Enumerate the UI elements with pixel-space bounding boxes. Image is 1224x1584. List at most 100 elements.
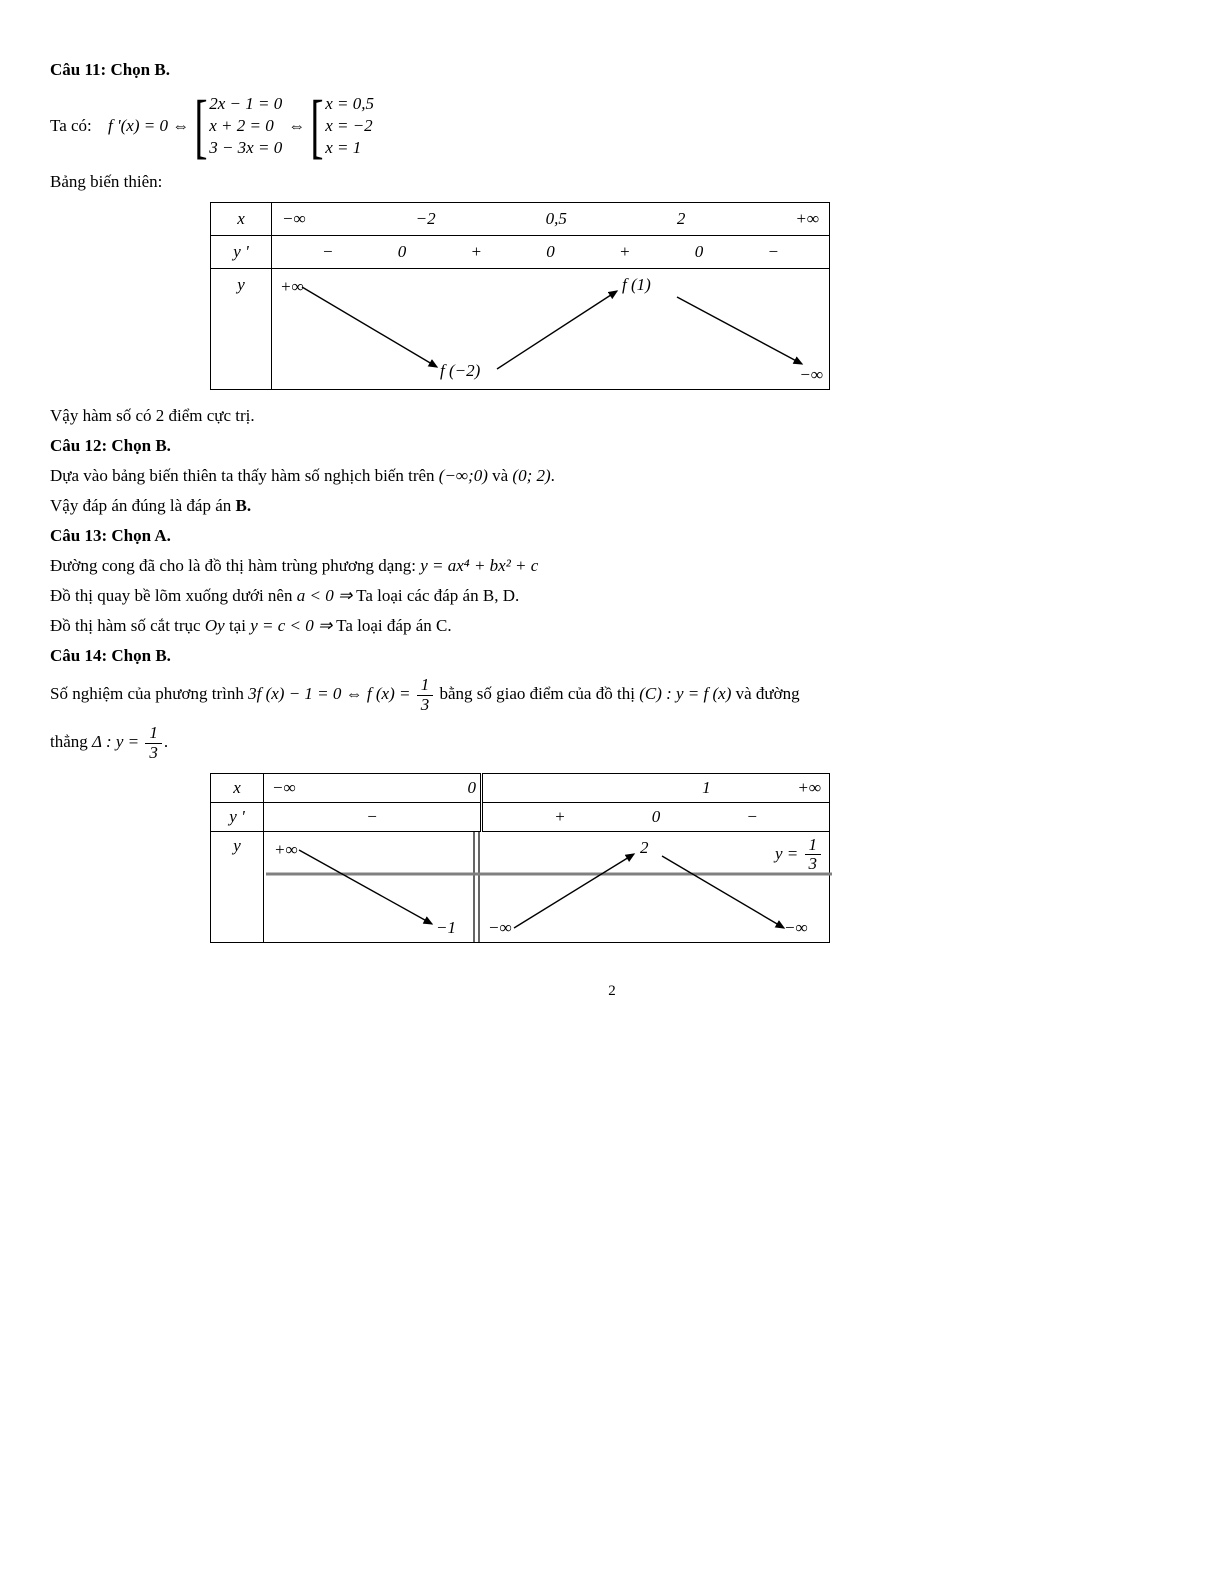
vt2-yeq-lbl: y = xyxy=(775,844,803,863)
vt2-ylabel: y xyxy=(211,831,264,942)
vt1-x3: 2 xyxy=(677,209,686,229)
q12-line1: Dựa vào bảng biến thiên ta thấy hàm số n… xyxy=(50,466,1174,486)
q14-l1d: (C) : y = f (x) xyxy=(639,684,731,703)
q12-line2: Vậy đáp án đúng là đáp án B. xyxy=(50,496,1174,516)
vt2-yp2: 0 xyxy=(652,807,661,827)
vt1-yfm2: f (−2) xyxy=(440,361,480,381)
q13-l1a: Đường cong đã cho là đồ thị hàm trùng ph… xyxy=(50,556,420,575)
vt1-xlabel: x xyxy=(211,203,272,236)
vt2-yp1: + xyxy=(554,807,565,827)
sys2-b: x = −2 xyxy=(325,116,374,136)
q11-equation: Ta có: f '(x) = 0 ⇔ [ 2x − 1 = 0 x + 2 =… xyxy=(50,90,1174,162)
q13-line2: Đồ thị quay bề lõm xuống dưới nên a < 0 … xyxy=(50,586,1174,606)
vt2-y2: 2 xyxy=(640,838,649,858)
q13-l1b: y = ax⁴ + bx² + c xyxy=(420,556,538,575)
q13-l2b: a < 0 ⇒ xyxy=(297,586,352,605)
vt1-x4: +∞ xyxy=(795,209,819,229)
vt1-ylabel: y xyxy=(211,269,272,390)
vt2-x2: 1 xyxy=(702,778,711,798)
q11-concl: Vậy hàm số có 2 điểm cực trị. xyxy=(50,406,1174,426)
vt2-yminf2: −∞ xyxy=(784,918,808,938)
vt1-yp2: + xyxy=(470,242,481,262)
q14-l1a: Số nghiệm của phương trình xyxy=(50,684,248,703)
q11-iff: ⇔ xyxy=(288,116,305,136)
vt2-x0: −∞ xyxy=(272,778,296,798)
q13-l3d: y = c < 0 ⇒ xyxy=(250,616,332,635)
sys2-c: x = 1 xyxy=(325,138,374,158)
vt1-ytl: +∞ xyxy=(280,277,304,297)
q13-heading: Câu 13: Chọn A. xyxy=(50,526,1174,546)
vt1-x0: −∞ xyxy=(282,209,306,229)
vt2-ypcell2: + 0 − xyxy=(482,802,830,831)
vt2-x3: +∞ xyxy=(797,778,821,798)
q13-l3e: Ta loại đáp án C. xyxy=(332,616,451,635)
sys1-c: 3 − 3x = 0 xyxy=(209,138,282,158)
q12-l1e: . xyxy=(551,466,555,485)
q12-l1b: (−∞;0) xyxy=(439,466,488,485)
sys1-a: 2x − 1 = 0 xyxy=(209,94,282,114)
q11-heading: Câu 11: Chọn B. xyxy=(50,60,1174,80)
q12-l2a: Vậy đáp án đúng là đáp án xyxy=(50,496,236,515)
vt2-ypcell1: − xyxy=(264,802,482,831)
q13-l3b: Oy xyxy=(205,616,225,635)
vt1-x2: 0,5 xyxy=(546,209,567,229)
q13-l2a: Đồ thị quay bề lõm xuống dưới nên xyxy=(50,586,297,605)
q14-frac2: 13 xyxy=(145,724,162,762)
vt1-yp6: − xyxy=(767,242,778,262)
q11-sys1: 2x − 1 = 0 x + 2 = 0 3 − 3x = 0 xyxy=(209,94,282,158)
vt2-yplabel: y ' xyxy=(211,802,264,831)
variation-table-2: x −∞ 0 . 1 +∞ y ' − + 0 − xyxy=(210,773,830,943)
q14-line2: thẳng Δ : y = 13. xyxy=(50,724,1174,762)
q11-caption: Bảng biến thiên: xyxy=(50,172,1174,192)
vt2-yminf1: −∞ xyxy=(488,918,512,938)
q14-line1: Số nghiệm của phương trình 3f (x) − 1 = … xyxy=(50,676,1174,714)
q11-lead: Ta có: xyxy=(50,116,92,136)
vt1-yprow: − 0 + 0 + 0 − xyxy=(272,236,830,269)
vt1-yp0: − xyxy=(322,242,333,262)
sys2-a: x = 0,5 xyxy=(325,94,374,114)
vt1-arrows xyxy=(272,269,832,389)
q12-l1c: và xyxy=(488,466,513,485)
sys1-b: x + 2 = 0 xyxy=(209,116,282,136)
vt1-xrow: −∞ −2 0,5 2 +∞ xyxy=(272,203,830,236)
q12-heading: Câu 12: Chọn B. xyxy=(50,436,1174,456)
vt1-yplabel: y ' xyxy=(211,236,272,269)
vt2-xlabel: x xyxy=(211,773,264,802)
q14-l1e: và đường xyxy=(731,684,799,703)
q14-l1c: bằng số giao điểm của đồ thị xyxy=(435,684,639,703)
vt1-yp5: 0 xyxy=(695,242,704,262)
q14-frac1: 13 xyxy=(417,676,434,714)
bracket-left-2: [ xyxy=(311,90,324,162)
q14-frac2n: 1 xyxy=(145,724,162,744)
q12-l2b: B. xyxy=(236,496,252,515)
vt2-ym1: −1 xyxy=(436,918,456,938)
vt1-yp4: + xyxy=(619,242,630,262)
vt2-arrows xyxy=(264,832,834,942)
q11-lhs: f '(x) = 0 ⇔ xyxy=(108,116,189,136)
vt2-yp0: − xyxy=(366,807,377,826)
vt2-ytl: +∞ xyxy=(274,840,298,860)
q14-l2a: thẳng xyxy=(50,732,92,751)
vt1-ybr: −∞ xyxy=(799,365,823,385)
q14-frac1n: 1 xyxy=(417,676,434,696)
variation-table-1: x −∞ −2 0,5 2 +∞ y ' − 0 + 0 + 0 − y xyxy=(210,202,830,390)
vt2-xcell2: . 1 +∞ xyxy=(482,773,830,802)
vt1-yf1: f (1) xyxy=(622,275,651,295)
vt2-yeq: y = 13 xyxy=(775,836,823,874)
q12-l1d: (0; 2) xyxy=(512,466,550,485)
q14-l2c: . xyxy=(164,732,168,751)
q14-l2b: Δ : y = xyxy=(92,732,143,751)
page-number: 2 xyxy=(50,983,1174,1000)
vt2-yrow: +∞ −1 −∞ 2 −∞ y = 13 xyxy=(264,831,830,942)
q14-heading: Câu 14: Chọn B. xyxy=(50,646,1174,666)
vt2-yeq-d: 3 xyxy=(805,855,822,874)
vt2-yp3: − xyxy=(746,807,757,827)
q11-sys2: x = 0,5 x = −2 x = 1 xyxy=(325,94,374,158)
q13-l2c: Ta loại các đáp án B, D. xyxy=(352,586,519,605)
q13-line1: Đường cong đã cho là đồ thị hàm trùng ph… xyxy=(50,556,1174,576)
q12-l1a: Dựa vào bảng biến thiên ta thấy hàm số n… xyxy=(50,466,439,485)
vt1-yp1: 0 xyxy=(398,242,407,262)
vt2-xcell1: −∞ 0 xyxy=(264,773,482,802)
q14-l1b: 3f (x) − 1 = 0 ⇔ f (x) = xyxy=(248,684,415,703)
bracket-left-1: [ xyxy=(195,90,208,162)
